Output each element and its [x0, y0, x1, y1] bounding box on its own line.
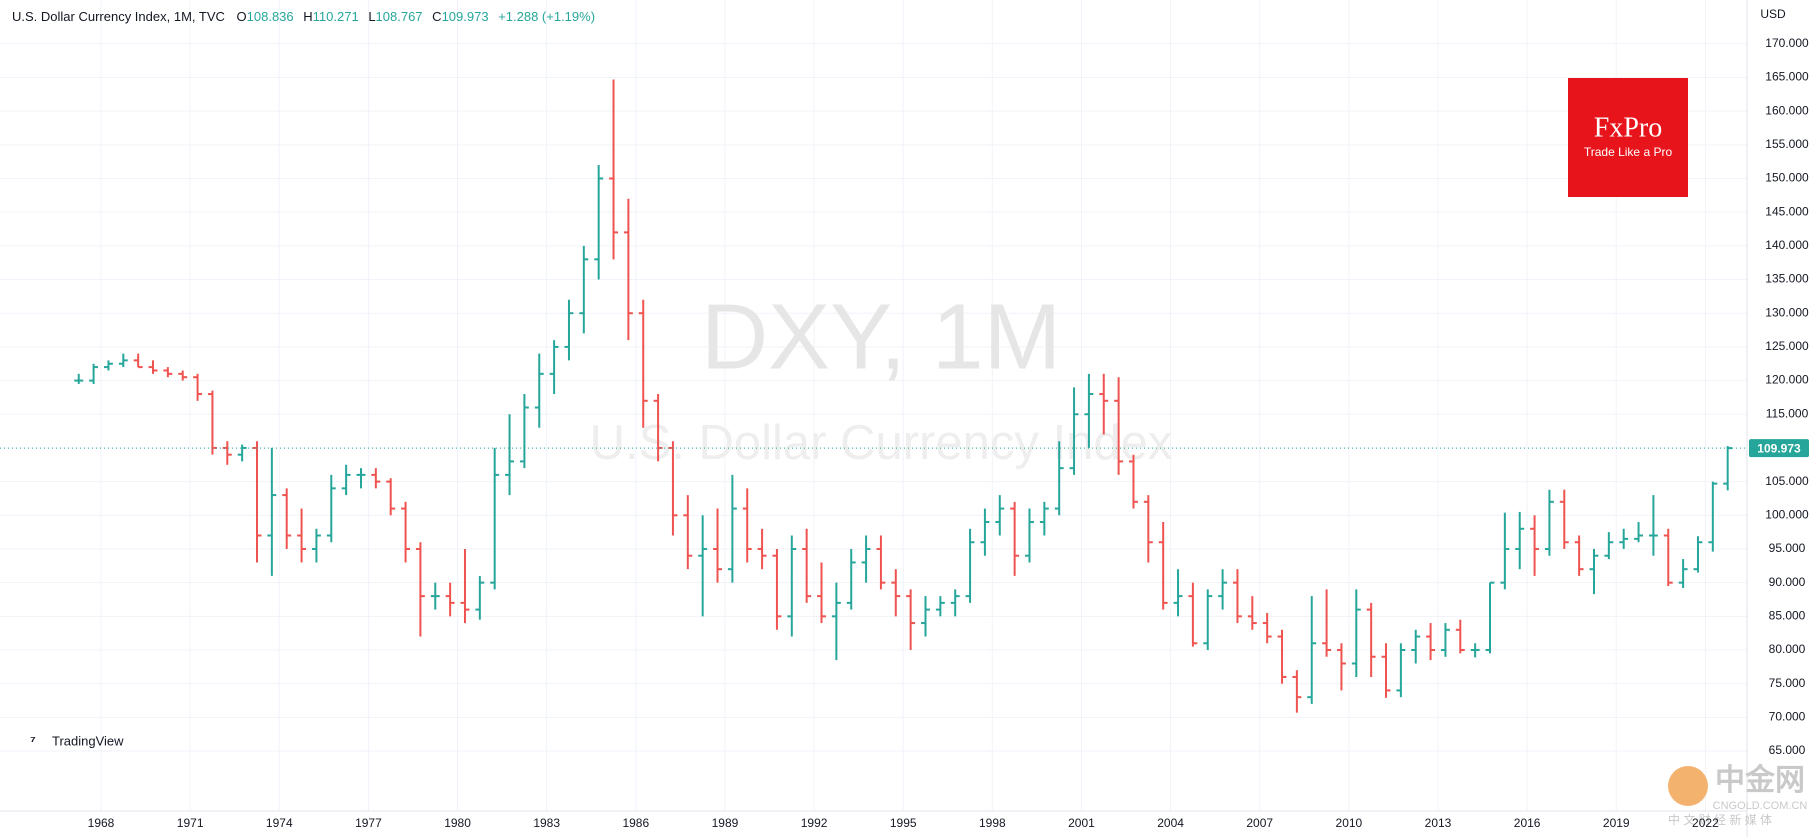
y-tick-label: 150.000	[1765, 171, 1809, 185]
x-tick-label: 2016	[1514, 816, 1541, 830]
x-tick-label: 1995	[890, 816, 917, 830]
y-tick-label: 125.000	[1765, 339, 1809, 353]
y-tick-label: 155.000	[1765, 137, 1809, 151]
y-tick-label: 120.000	[1765, 373, 1809, 387]
logo-slogan: Trade Like a Pro	[1584, 145, 1673, 159]
x-tick-label: 1986	[622, 816, 649, 830]
x-tick-label: 1980	[444, 816, 471, 830]
x-tick-label: 2001	[1068, 816, 1095, 830]
close-value: 109.973	[441, 9, 489, 24]
logo-brand: FxPro	[1594, 112, 1662, 143]
legend-header: U.S. Dollar Currency Index, 1M, TVC O108…	[12, 9, 601, 24]
y-tick-label: 145.000	[1765, 204, 1809, 218]
y-tick-label: 95.000	[1769, 541, 1806, 555]
source-icon	[1668, 766, 1708, 806]
x-tick-label: 1992	[801, 816, 828, 830]
last-price-label: 109.973	[1757, 441, 1801, 455]
y-tick-label: 105.000	[1765, 474, 1809, 488]
x-tick-label: 2004	[1157, 816, 1184, 830]
x-tick-label: 1974	[266, 816, 293, 830]
source-domain: CNGOLD.COM.CN	[1713, 800, 1808, 812]
x-tick-label: 1968	[88, 816, 115, 830]
watermark-title: DXY, 1M	[701, 285, 1061, 389]
y-tick-label: 100.000	[1765, 507, 1809, 521]
provider-icon: ⁷	[30, 733, 36, 749]
y-tick-label: 70.000	[1769, 710, 1806, 724]
last-price-box	[1749, 439, 1809, 458]
change: +1.288 (+1.19%)	[498, 9, 596, 24]
low-value: 108.767	[375, 9, 423, 24]
y-tick-label: 65.000	[1769, 743, 1806, 757]
x-tick-label: 1983	[533, 816, 560, 830]
provider: TradingView	[52, 733, 124, 748]
ohlc-label: L	[368, 9, 376, 24]
y-tick-label: 115.000	[1766, 406, 1809, 420]
x-tick-label: 1971	[177, 816, 204, 830]
y-tick-label: 135.000	[1765, 272, 1809, 286]
high-value: 110.271	[312, 9, 359, 24]
ohlc-label: O	[236, 9, 247, 24]
source-name: 中金网	[1715, 763, 1805, 797]
x-tick-label: 1989	[712, 816, 739, 830]
ohlc-label: H	[303, 9, 313, 24]
y-tick-label: 85.000	[1769, 609, 1806, 623]
x-tick-label: 2007	[1246, 816, 1273, 830]
x-tick-label: 1977	[355, 816, 382, 830]
y-tick-label: 75.000	[1769, 676, 1806, 690]
y-tick-label: 160.000	[1765, 103, 1809, 117]
grid	[0, 0, 1747, 811]
watermark-subtitle: U.S. Dollar Currency Index	[590, 416, 1173, 470]
source-tagline: 中 文 财 经 新 媒 体	[1668, 812, 1772, 827]
y-tick-label: 165.000	[1765, 70, 1809, 84]
x-tick-label: 2010	[1336, 816, 1363, 830]
y-tick-label: 90.000	[1769, 575, 1806, 589]
y-tick-label: 130.000	[1765, 305, 1809, 319]
x-tick-label: 2022	[1692, 816, 1719, 830]
logo-box	[1568, 78, 1688, 197]
x-tick-label: 2013	[1425, 816, 1452, 830]
y-tick-label: 140.000	[1765, 238, 1809, 252]
x-tick-label: 1998	[979, 816, 1006, 830]
bars	[74, 79, 1733, 713]
currency: USD	[1760, 7, 1786, 21]
x-tick-label: 2019	[1603, 816, 1630, 830]
symbol: U.S. Dollar Currency Index, 1M, TVC	[12, 9, 225, 24]
y-tick-label: 170.000	[1765, 36, 1809, 50]
open-value: 108.836	[246, 9, 294, 24]
ohlc-label: C	[432, 9, 442, 24]
y-tick-label: 80.000	[1769, 642, 1806, 656]
